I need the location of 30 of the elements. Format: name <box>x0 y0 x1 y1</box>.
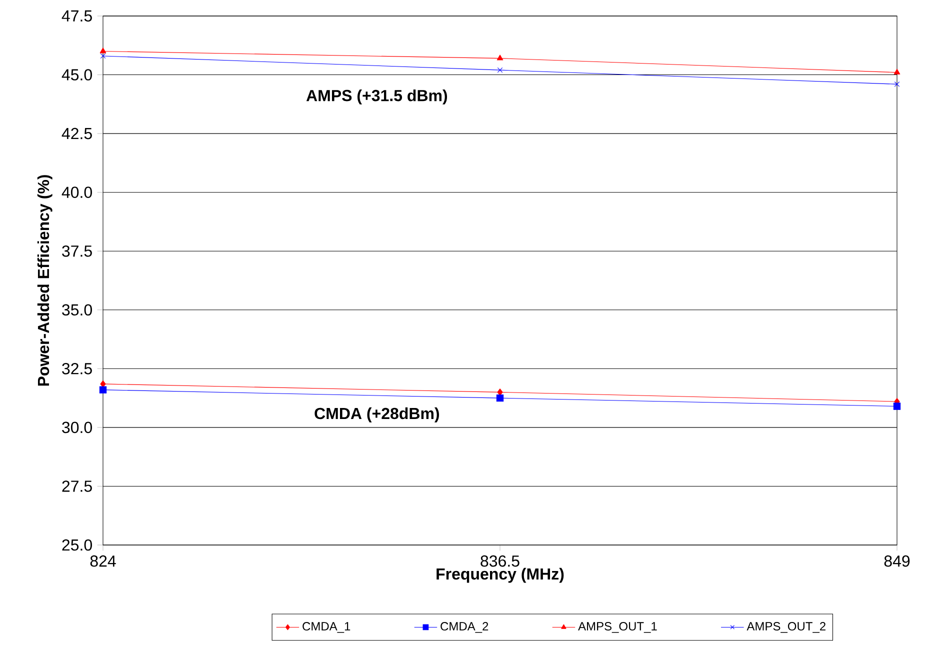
point <box>496 394 504 402</box>
point <box>100 53 106 59</box>
y-tick-label: 32.5 <box>62 363 92 374</box>
point <box>99 386 107 394</box>
legend-label: AMPS_OUT_1 <box>578 622 657 633</box>
x-tick-label: 836.5 <box>480 555 520 567</box>
annotation: CMDA (+28dBm) <box>314 407 440 422</box>
legend-label: AMPS_OUT_2 <box>746 622 826 633</box>
y-tick-label: 30.0 <box>62 422 92 434</box>
y-tick-label: 25.0 <box>62 539 92 551</box>
y-tick-label: 40.0 <box>62 186 92 198</box>
point <box>100 48 106 54</box>
y-tick-label: 47.5 <box>62 10 92 22</box>
legend-label: CMDA_2 <box>440 622 488 633</box>
x-tick-label: 824 <box>90 555 116 567</box>
point <box>894 82 900 87</box>
point <box>893 402 901 410</box>
y-tick-label: 37.5 <box>62 245 92 257</box>
y-tick-label: 45.0 <box>62 69 92 80</box>
annotation: AMPS (+31.5 dBm) <box>306 89 448 104</box>
y-tick-label: 27.5 <box>62 480 92 492</box>
legend-label: CMDA_1 <box>302 622 350 633</box>
point <box>497 67 503 73</box>
y-axis-title: Power-Added Efficiency (%) <box>37 175 52 386</box>
x-tick-label: 849 <box>884 555 910 567</box>
y-tick-label: 35.0 <box>62 304 92 316</box>
y-tick-label: 42.5 <box>62 128 92 140</box>
point <box>496 54 504 60</box>
point <box>894 68 900 74</box>
x-axis-title: Frequency (MHz) <box>436 568 564 583</box>
